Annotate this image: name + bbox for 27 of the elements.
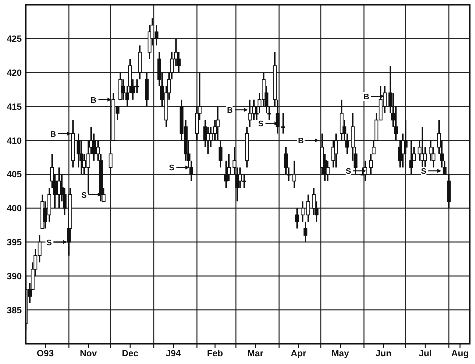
y-tick-label: 405 (6, 170, 22, 180)
x-tick-label: Feb (207, 348, 224, 358)
annotation: B (50, 130, 57, 139)
annotation: S (258, 120, 264, 129)
x-tick-label: Jun (376, 348, 392, 358)
y-tick-label: 415 (6, 102, 22, 112)
x-tick-label: Nov (80, 348, 98, 358)
y-tick-label: 390 (6, 271, 22, 282)
annotation: S (82, 190, 88, 200)
y-tick-label: 400 (6, 204, 22, 214)
x-tick-label: Mar (248, 348, 264, 358)
y-tick-label: 420 (6, 68, 22, 78)
annotation: S (169, 164, 176, 173)
annotation: S (346, 167, 352, 176)
x-tick-label: Apr (291, 348, 308, 358)
y-tick-label: 410 (6, 136, 22, 146)
x-tick-label: Dec (122, 348, 139, 358)
y-tick-label: 395 (6, 237, 22, 248)
y-tick-label: 425 (6, 34, 22, 44)
annotation: B (90, 96, 97, 105)
y-tick-label: 385 (6, 305, 22, 316)
x-tick-label: May (332, 348, 350, 358)
x-tick-label: Jul (418, 348, 432, 358)
x-tick-label: O93 (36, 348, 54, 358)
annotation: B (227, 106, 234, 116)
x-tick-label: J94 (166, 348, 182, 358)
x-tick-label: Aug (452, 348, 470, 358)
